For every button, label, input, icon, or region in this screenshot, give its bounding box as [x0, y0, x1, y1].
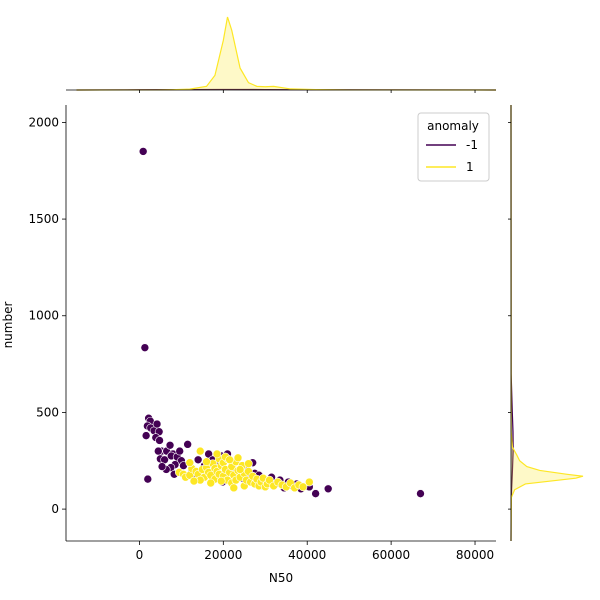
y-axis-label: number [1, 302, 15, 349]
legend-box [417, 112, 490, 182]
scatter-point-pos1 [235, 465, 245, 474]
x-tick-label: 60000 [372, 548, 410, 562]
scatter-point-pos1 [298, 482, 308, 492]
scatter-point-pos1 [244, 459, 253, 468]
scatter-point-pos1 [195, 446, 205, 456]
y-tick-label: 0 [51, 502, 59, 516]
y-tick-label: 500 [36, 405, 59, 419]
scatter-point-neg1 [143, 474, 153, 484]
scatter-point-neg1 [311, 489, 320, 498]
scatter-point-pos1 [206, 478, 216, 488]
marginal-x-kde [66, 16, 497, 93]
scatter-points [138, 147, 425, 498]
scatter-point-pos1 [265, 475, 274, 485]
scatter-point-pos1 [305, 477, 314, 487]
scatter-point-neg1 [152, 419, 162, 429]
y-tick-label: 2000 [28, 115, 59, 129]
x-tick-label: 80000 [456, 548, 494, 562]
x-tick-label: 20000 [204, 548, 242, 562]
scatter-point-neg1 [323, 484, 333, 494]
scatter-point-neg1 [157, 462, 167, 471]
scatter-point-pos1 [212, 449, 222, 459]
scatter-point-neg1 [155, 436, 164, 445]
scatter-point-pos1 [202, 457, 211, 467]
scatter-plot-area: 0 20000 40000 60000 80000 0 500 1000 1500 2000 N… [1, 105, 496, 585]
marginal-x-line-pos1 [76, 16, 497, 91]
legend-title: anomaly [427, 119, 479, 133]
scatter-point-neg1 [183, 440, 192, 449]
scatter-point-neg1 [193, 455, 203, 465]
marginal-x-area-pos1 [76, 17, 497, 90]
scatter-point-neg1 [141, 431, 151, 440]
scatter-point-pos1 [229, 483, 239, 493]
scatter-point-neg1 [165, 440, 175, 450]
legend: anomaly -1 1 [417, 112, 490, 182]
scatter-point-neg1 [140, 343, 150, 352]
scatter-point-neg1 [138, 147, 148, 156]
scatter-point-pos1 [225, 455, 234, 465]
x-tick-label: 40000 [288, 548, 326, 562]
legend-label-neg1: -1 [466, 138, 478, 152]
y-tick-label: 1500 [28, 212, 59, 226]
x-axis-label: N50 [269, 571, 293, 585]
scatter-point-neg1 [153, 446, 163, 456]
scatter-point-neg1 [175, 446, 184, 456]
marginal-y-line-pos1 [510, 104, 584, 542]
scatter-point-neg1 [416, 489, 425, 498]
scatter-point-pos1 [216, 476, 226, 486]
scatter-point-pos1 [233, 453, 243, 463]
legend-label-pos1: 1 [466, 160, 474, 174]
scatter-point-pos1 [185, 458, 195, 467]
y-ticks: 0 500 1000 1500 2000 [28, 115, 66, 516]
y-tick-label: 1000 [28, 309, 59, 323]
marginal-y-area-pos1 [511, 105, 583, 541]
scatter-point-pos1 [189, 476, 199, 486]
x-tick-label: 0 [136, 548, 144, 562]
x-ticks: 0 20000 40000 60000 80000 [136, 541, 494, 562]
marginal-y-kde [508, 104, 584, 542]
